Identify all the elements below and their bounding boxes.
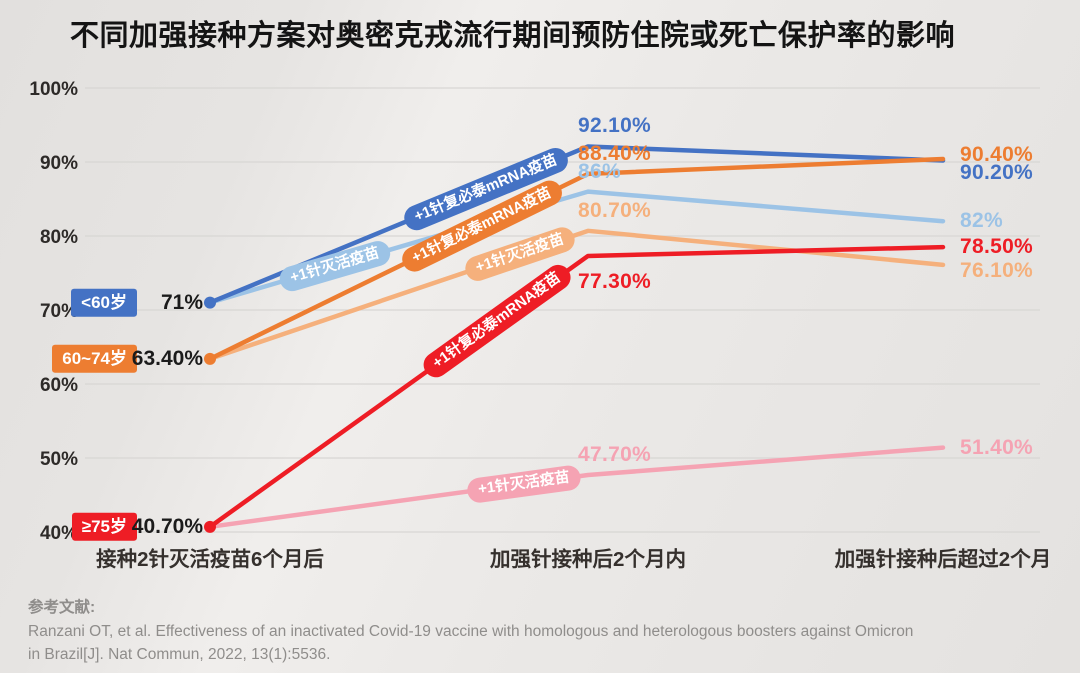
x-axis-label: 加强针接种后2个月内 bbox=[489, 547, 686, 571]
series-line bbox=[207, 228, 946, 362]
y-axis-tick: 70% bbox=[40, 301, 78, 322]
series-line bbox=[207, 156, 946, 362]
y-axis-tick: 50% bbox=[40, 449, 78, 470]
y-axis-tick: 100% bbox=[29, 79, 78, 100]
reference-section: 参考文献: Ranzani OT, et al. Effectiveness o… bbox=[28, 597, 1058, 666]
series-start-dot bbox=[204, 296, 216, 309]
series-line bbox=[207, 189, 946, 305]
chart-title: 不同加强接种方案对奥密克戎流行期间预防住院或死亡保护率的影响 bbox=[70, 20, 956, 52]
series-start-dot bbox=[204, 520, 216, 533]
y-axis-tick: 90% bbox=[40, 153, 78, 174]
series-line bbox=[207, 445, 946, 530]
x-axis-label: 接种2针灭活疫苗6个月后 bbox=[96, 547, 324, 571]
x-axis-label: 加强针接种后超过2个月 bbox=[834, 547, 1051, 571]
reference-line: in Brazil[J]. Nat Commun, 2022, 13(1):55… bbox=[28, 645, 331, 663]
series-line bbox=[207, 144, 946, 305]
y-axis-tick: 60% bbox=[40, 375, 78, 396]
y-axis-tick: 40% bbox=[40, 523, 78, 544]
y-axis-tick: 80% bbox=[40, 227, 78, 248]
reference-heading: 参考文献: bbox=[28, 599, 96, 616]
series-line bbox=[207, 244, 946, 530]
series-start-dot bbox=[204, 352, 216, 365]
reference-line: Ranzani OT, et al. Effectiveness of an i… bbox=[28, 623, 914, 641]
